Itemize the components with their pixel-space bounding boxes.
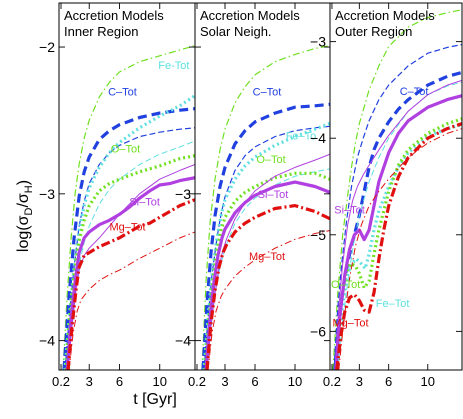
x-tick-label: 3 xyxy=(356,374,363,389)
panel-2: 0.2 3 6 10 −3 −4 C–Tot Fe–ToO–Tot Si–Tot Mg–Tot Ac… xyxy=(175,2,331,389)
y-tick-label: −5 xyxy=(310,227,326,243)
panel-title: Accretion Models xyxy=(200,8,300,23)
y-tick-label: −6 xyxy=(310,323,326,339)
panel-frame xyxy=(329,2,463,371)
series-label: Mg–Tot xyxy=(332,318,368,330)
x-tick-label: 3 xyxy=(221,374,228,389)
y-tick-label: −2 xyxy=(39,39,55,55)
x-tick-label: 10 xyxy=(421,374,435,389)
series-label: C–Tot xyxy=(253,86,282,98)
x-axis-label: t [Gyr] xyxy=(133,391,177,408)
y-tick-label: −4 xyxy=(39,333,55,349)
x-tick-label: 6 xyxy=(385,374,392,389)
x-tick-label: 10 xyxy=(153,374,167,389)
panel-title: Accretion Models xyxy=(335,8,435,23)
series-line-7 xyxy=(65,176,195,370)
series-label: C–Tot xyxy=(400,86,429,98)
series-line-4 xyxy=(63,94,195,370)
series-label: Si–Tot xyxy=(334,205,365,217)
series-line-10 xyxy=(338,128,462,370)
series-line-9 xyxy=(66,198,195,370)
y-axis-label: log(σD/σH) xyxy=(15,180,35,252)
series-line-10 xyxy=(207,230,330,370)
x-tick-label: 3 xyxy=(86,374,93,389)
series-label: Si–Tot xyxy=(129,197,160,209)
x-tick-label: 0.2 xyxy=(52,374,70,389)
series-label: C–Tot xyxy=(108,86,137,98)
y-tick-label: −3 xyxy=(175,186,191,202)
y-tick-label: −4 xyxy=(175,333,191,349)
x-tick-label: 0.2 xyxy=(188,374,206,389)
x-tick-label: 6 xyxy=(251,374,258,389)
series-line-6 xyxy=(64,154,195,370)
series-line-10 xyxy=(68,231,195,370)
series-label: O–Tot xyxy=(111,144,140,156)
series-label: Fe–To xyxy=(286,131,317,143)
series-line-2 xyxy=(62,107,195,370)
series-line-3 xyxy=(64,127,195,370)
series-line-8 xyxy=(334,79,462,370)
y-tick-label: −3 xyxy=(310,34,326,50)
series-label: Si–Tot xyxy=(258,189,289,201)
series-label: O–Tot xyxy=(256,154,285,166)
series-line-1 xyxy=(332,9,462,370)
panel-1: 0.2 3 6 10 −2 −3 −4 Fe-Tot C–Tot O–Tot Si–Tot Mg–To… xyxy=(39,2,196,389)
x-tick-label: 0.2 xyxy=(323,374,341,389)
panel-3: 0.2 3 6 10 −3 −4 −5 −6 C–Tot Si–Tot O–Tot Fe–Tot Mg–… xyxy=(310,2,463,389)
series-group xyxy=(201,45,330,370)
series-group xyxy=(332,9,462,370)
series-line-7 xyxy=(204,180,330,370)
series-label: Fe-Tot xyxy=(158,60,189,72)
panel-title: Accretion Models xyxy=(64,8,164,23)
series-line-4 xyxy=(335,123,462,370)
series-line-6 xyxy=(203,171,330,370)
series-label: O–Tot xyxy=(331,279,360,291)
series-group xyxy=(62,45,195,370)
panel-subtitle: Inner Region xyxy=(64,24,138,39)
series-line-1 xyxy=(201,45,330,370)
series-line-9 xyxy=(205,204,330,370)
series-line-1 xyxy=(62,45,195,370)
series-line-9 xyxy=(335,122,462,370)
x-tick-label: 10 xyxy=(288,374,302,389)
series-line-6 xyxy=(334,117,462,370)
series-line-7 xyxy=(334,94,462,370)
panel-subtitle: Outer Region xyxy=(335,24,412,39)
x-tick-label: 6 xyxy=(116,374,123,389)
series-label: Mg–Tot xyxy=(249,251,285,263)
y-tick-label: −4 xyxy=(310,130,326,146)
series-line-2 xyxy=(201,102,330,370)
y-tick-label: −3 xyxy=(39,186,55,202)
series-label: Mg–Tot xyxy=(109,222,145,234)
panel-subtitle: Solar Neigh. xyxy=(200,24,272,39)
series-label: Fe–Tot xyxy=(376,298,410,310)
panels: 0.2 3 6 10 −2 −3 −4 Fe-Tot C–Tot O–Tot Si–Tot Mg–To… xyxy=(39,2,463,389)
series-line-3 xyxy=(333,43,462,370)
